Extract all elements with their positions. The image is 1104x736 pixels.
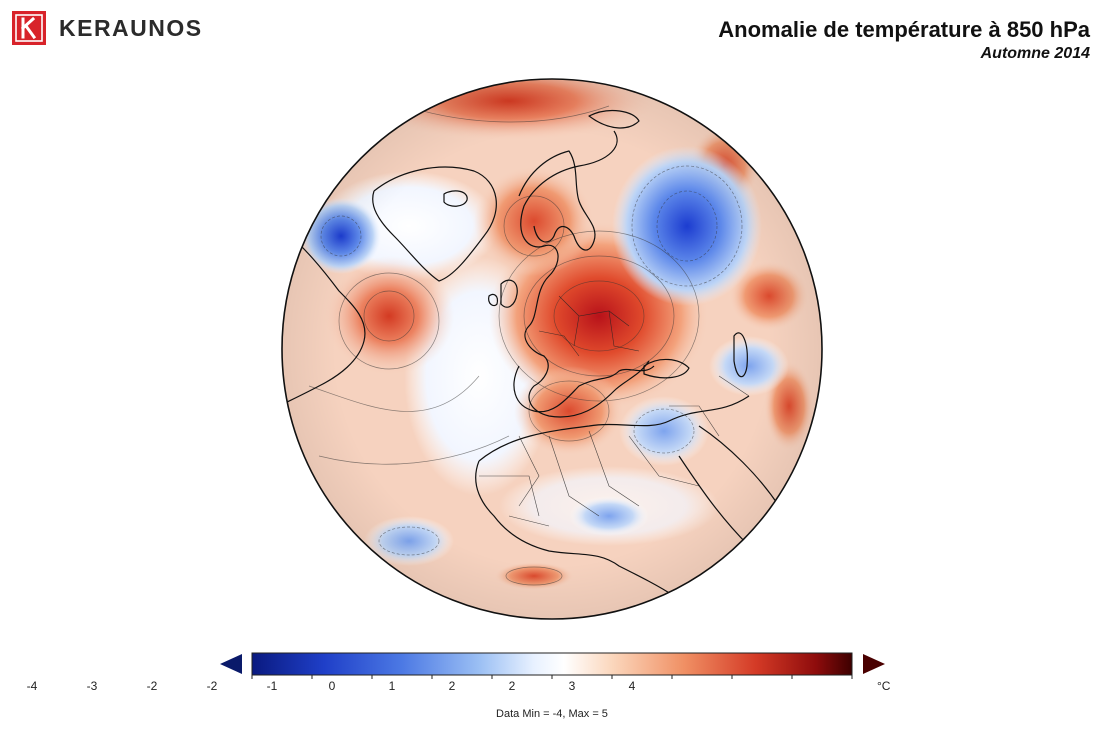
keraunos-logo-icon (12, 11, 46, 45)
colorbar (220, 652, 885, 679)
colorbar-tick-label: -2 (206, 679, 218, 693)
data-range-text: Data Min = -4, Max = 5 (496, 708, 608, 720)
colorbar-tick-labels: -4 -3 -2 -2 -1 0 1 2 2 3 4 (27, 679, 636, 695)
colorbar-tick-label: 0 (328, 679, 336, 693)
colorbar-tick-label: 3 (568, 679, 576, 693)
colorbar-tick-label: 1 (388, 679, 396, 693)
colorbar-high-arrow (863, 654, 885, 674)
globe-outline (281, 78, 823, 620)
map-subtitle: Automne 2014 (980, 45, 1090, 62)
title-block: Anomalie de température à 850 hPa Automn… (718, 17, 1090, 63)
colorbar-unit: °C (877, 679, 891, 693)
colorbar-tick-label: -2 (146, 679, 158, 693)
colorbar-tick-label: -3 (86, 679, 98, 693)
colorbar-low-arrow (220, 654, 242, 674)
colorbar-tick-marks (251, 675, 853, 679)
keraunos-logo: KERAUNOS (12, 11, 203, 45)
colorbar-tick-label: -4 (26, 679, 38, 693)
colorbar-tick-label: 2 (448, 679, 456, 693)
brand-name: KERAUNOS (59, 14, 203, 41)
colorbar-tick-label: 2 (508, 679, 516, 693)
colorbar-tick-label: 4 (628, 679, 636, 693)
map-title: Anomalie de température à 850 hPa (718, 17, 1090, 42)
colorbar-gradient (251, 652, 853, 676)
anomaly-globe-map (281, 78, 823, 620)
colorbar-tick-label: -1 (266, 679, 278, 693)
